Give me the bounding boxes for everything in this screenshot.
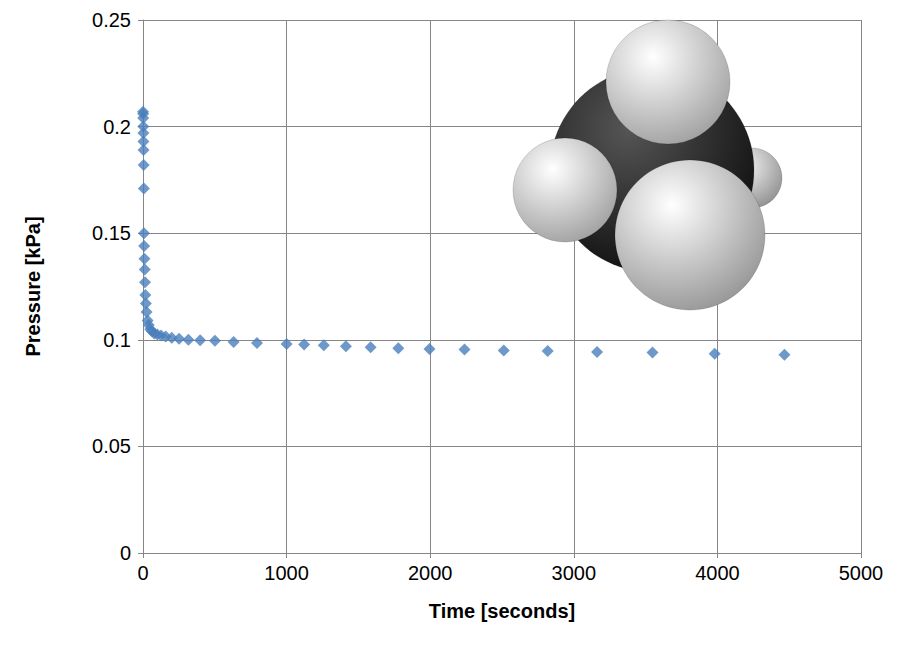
svg-text:1000: 1000 xyxy=(264,562,309,584)
svg-text:0.05: 0.05 xyxy=(92,435,131,457)
svg-text:5000: 5000 xyxy=(839,562,884,584)
svg-text:3000: 3000 xyxy=(552,562,597,584)
svg-text:Pressure [kPa]: Pressure [kPa] xyxy=(22,216,44,356)
svg-text:4000: 4000 xyxy=(695,562,740,584)
svg-text:0.2: 0.2 xyxy=(103,116,131,138)
svg-text:0.25: 0.25 xyxy=(92,9,131,31)
svg-text:0: 0 xyxy=(137,562,148,584)
svg-text:0.15: 0.15 xyxy=(92,222,131,244)
svg-text:2000: 2000 xyxy=(408,562,453,584)
svg-text:0: 0 xyxy=(120,542,131,564)
svg-text:Time [seconds]: Time [seconds] xyxy=(429,600,575,622)
svg-text:0.1: 0.1 xyxy=(103,329,131,351)
